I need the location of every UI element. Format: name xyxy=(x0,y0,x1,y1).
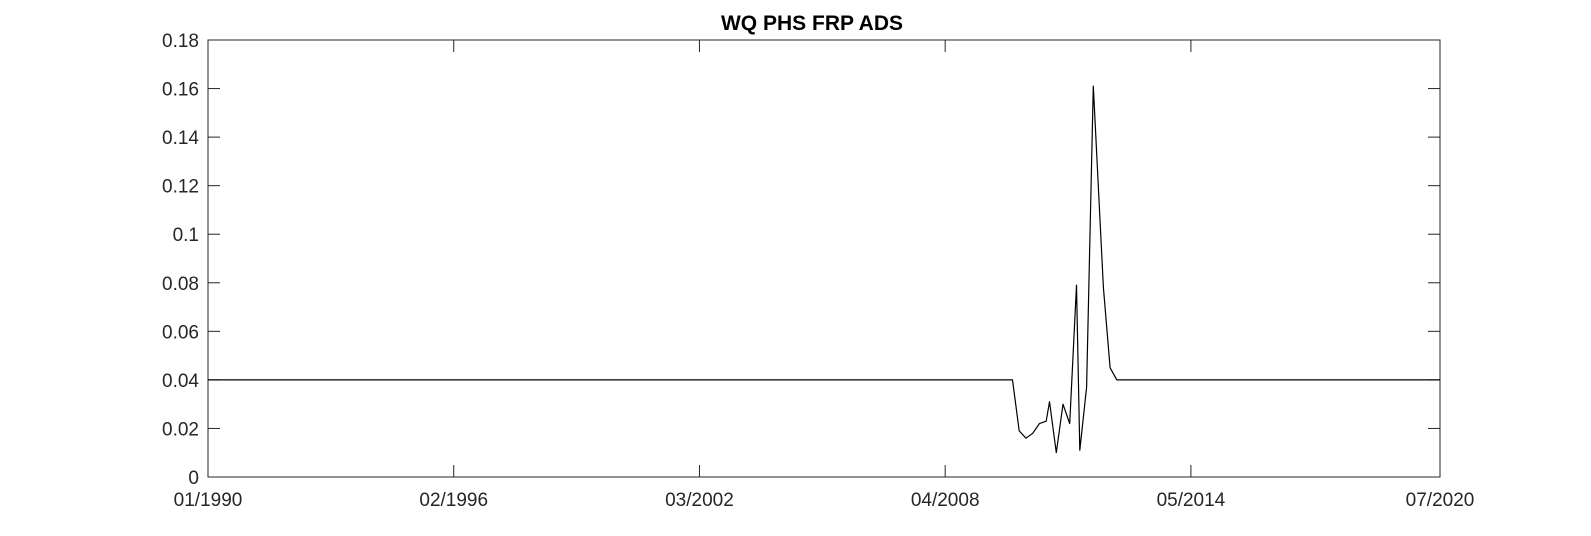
y-tick-label: 0 xyxy=(188,468,199,489)
y-tick-label: 0.16 xyxy=(162,80,199,101)
axes-box xyxy=(207,39,1441,478)
chart-title: WQ PHS FRP ADS xyxy=(721,12,903,35)
y-tick-label: 0.1 xyxy=(173,225,199,246)
y-tick-label: 0.04 xyxy=(162,371,199,392)
y-tick-label: 0.12 xyxy=(162,177,199,198)
series-line-0 xyxy=(208,85,1440,454)
plot-area: 0 0.02 0.04 0.06 0.08 0.1 0.12 0.14 0.16 0.18 01/1… xyxy=(162,31,1474,511)
x-tick-label: 01/1990 xyxy=(174,490,243,511)
y-tick-label: 0.18 xyxy=(162,31,199,52)
x-tick-label: 05/2014 xyxy=(1157,490,1226,511)
y-tick-label: 0.06 xyxy=(162,322,199,343)
x-tick-label: 02/1996 xyxy=(419,490,488,511)
x-tick-label: 07/2020 xyxy=(1406,490,1475,511)
y-tick-label: 0.14 xyxy=(162,128,199,149)
x-tick-label: 04/2008 xyxy=(911,490,980,511)
x-tick-label: 03/2002 xyxy=(665,490,734,511)
y-tick-label: 0.08 xyxy=(162,274,199,295)
y-tick-label: 0.02 xyxy=(162,419,199,440)
